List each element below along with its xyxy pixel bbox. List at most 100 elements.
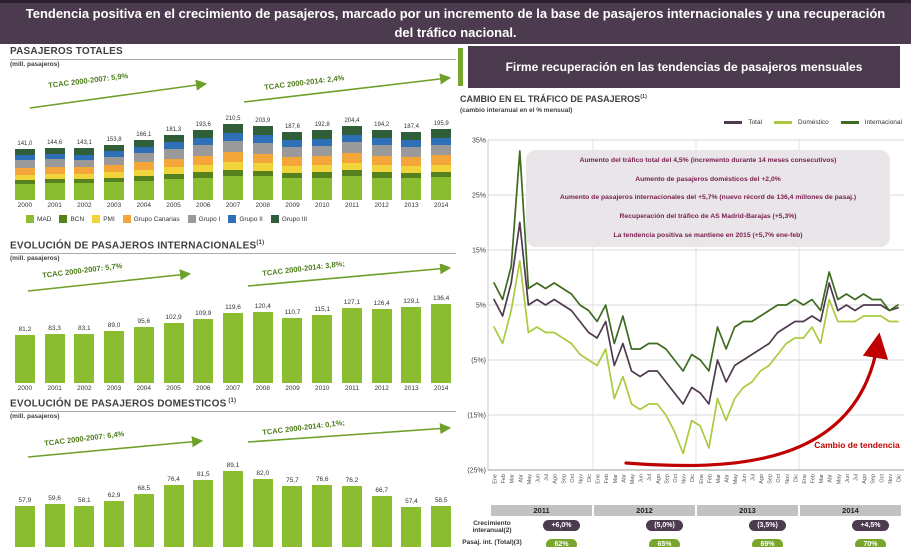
bar-segment-grupo-iii [312, 130, 333, 139]
x-tick-label: Oct [879, 474, 885, 483]
bar [104, 500, 125, 547]
bar-value-label: 57,4 [405, 497, 418, 505]
tcac-arrows-area: TCAC 2000-2007: 5,7% TCAC 2000-2014: 3,8… [10, 259, 456, 294]
bar-value-label: 126,4 [373, 299, 390, 307]
bar-year-label: 2005 [166, 385, 181, 392]
bar-segment-grupo-canarias [223, 152, 243, 162]
bar-segment-mad [133, 180, 154, 200]
bar-segment-mad [104, 182, 125, 200]
legend-line-icon [724, 121, 743, 124]
bar-value-label: 59,6 [48, 495, 61, 503]
trend-change-label: Cambio de tendencia [814, 440, 900, 450]
bar [14, 506, 35, 547]
bar-segment-grupo-canarias [163, 158, 184, 168]
domestic-bar-chart: 57,9200059,6200158,1200262,9200368,52004… [10, 460, 456, 547]
bar [74, 334, 95, 383]
growth-row-values: +6,0% (5,0%) (3,5%) +4,5% [510, 520, 911, 531]
bar-total-label: 187,4 [403, 124, 419, 131]
bar [282, 318, 303, 383]
section-title: PASAJEROS TOTALES [10, 46, 456, 60]
bar-column: 195,9 2014 [426, 114, 456, 211]
bar-column: 153,8 2003 [99, 114, 129, 211]
bar-year-label: 2013 [404, 202, 419, 209]
bar-segment-bcn [252, 170, 273, 177]
bar-year-label: 2011 [344, 385, 359, 392]
callout-line: Recuperación del tráfico de AS Madrid-Ba… [619, 213, 797, 221]
bar-year-label: 2009 [285, 202, 300, 209]
bar-segment-grupo-iii [431, 129, 452, 138]
y-tick-label: (25%) [467, 468, 486, 475]
x-tick-label: Ago [759, 474, 765, 484]
x-tick-label: Sep [768, 474, 774, 484]
bar [44, 504, 65, 547]
x-tick-label: Sep [664, 474, 670, 484]
x-tick-label: Dic [587, 474, 593, 482]
bar-value-label: 58,1 [78, 496, 91, 504]
bar [282, 486, 303, 547]
bar-column: 141,0 2000 [10, 114, 40, 211]
bar-segment-grupo-iii [401, 132, 422, 141]
section-subtitle: (mill. pasajeros) [10, 255, 60, 262]
bar-value-label: 83,1 [78, 325, 91, 333]
bar-column: 115,1 2010 [307, 294, 337, 394]
bar [104, 330, 125, 383]
bar-value-label: 81,5 [196, 470, 210, 478]
x-tick-label: Jun [845, 474, 851, 483]
x-tick-label: Oct [570, 474, 576, 483]
bar-column: 136,4 2014 [426, 294, 456, 394]
section-title-text: EVOLUCIÓN DE PASAJEROS DOMESTICOS [10, 398, 227, 410]
bar-column: 120,4 2008 [248, 294, 278, 394]
bar-segment-grupo-i [282, 147, 303, 158]
bar-segment-grupo-i [252, 142, 273, 154]
bar-year-label: 2004 [136, 202, 152, 209]
bar-segment-grupo-canarias [312, 156, 333, 166]
x-tick-label: May [733, 474, 739, 485]
bar-column: 210,5 2007 [218, 114, 248, 211]
legend-label: Internacional [864, 119, 902, 126]
title-banner: Tendencia positiva en el crecimiento de … [0, 0, 911, 44]
bar-year-label: 2000 [17, 385, 33, 392]
international-bar-chart: 81,2 2000 83,3 2001 83,1 2002 89,0 2003 95,6 2004… [10, 294, 456, 394]
bar-value-label: 115,1 [314, 306, 331, 314]
legend-item: BCN [59, 215, 84, 223]
bar-segment-bcn [282, 172, 303, 179]
bar [371, 308, 392, 383]
totals-legend: MAD BCN PMI Grupo Canarias Grupo I Grupo II Gr… [10, 215, 456, 223]
bar [163, 322, 184, 383]
x-tick-label: Feb [501, 474, 507, 483]
legend-label: BCN [70, 215, 85, 223]
bar-segment-pmi [14, 174, 35, 180]
value-badge: 69% [752, 539, 783, 547]
bar [44, 334, 65, 383]
bar-segment-grupo-iii [371, 129, 392, 139]
bar-segment-bcn [44, 179, 65, 184]
bar-column: 57,92000 [10, 460, 40, 547]
bar-total-label: 153,8 [106, 136, 122, 143]
bar-value-label: 76,4 [167, 476, 180, 484]
bar-year-label: 2003 [106, 385, 122, 392]
intl-share-row-values: 62% 65% 69% 70% [510, 539, 911, 547]
x-tick-label: Ene [493, 474, 499, 484]
legend-label: Grupo II [239, 215, 263, 223]
bar [431, 505, 452, 547]
bar-segment-grupo-canarias [104, 165, 125, 173]
bar-segment-mad [282, 178, 303, 200]
x-tick-label: Ago [656, 474, 662, 484]
bar-segment-bcn [341, 170, 362, 177]
bar-segment-pmi [252, 163, 273, 171]
bar-segment-grupo-iii [163, 134, 184, 143]
bar-segment-bcn [312, 172, 333, 178]
bar-value-label: 95,6 [137, 317, 151, 325]
year-box: 2014 [799, 504, 902, 517]
bar-segment-grupo-ii [282, 140, 303, 148]
badge-cell: +6,0% [510, 520, 613, 531]
bar-year-label: 2012 [374, 202, 389, 209]
stacked-bar [193, 130, 214, 200]
bar-value-label: 57,9 [18, 497, 32, 505]
bar-segment-mad [341, 176, 362, 200]
bar-value-label: 89,0 [107, 321, 121, 329]
bar-total-label: 204,4 [344, 118, 360, 125]
x-tick-label: Nov [682, 474, 688, 484]
bar-segment-pmi [282, 166, 303, 173]
